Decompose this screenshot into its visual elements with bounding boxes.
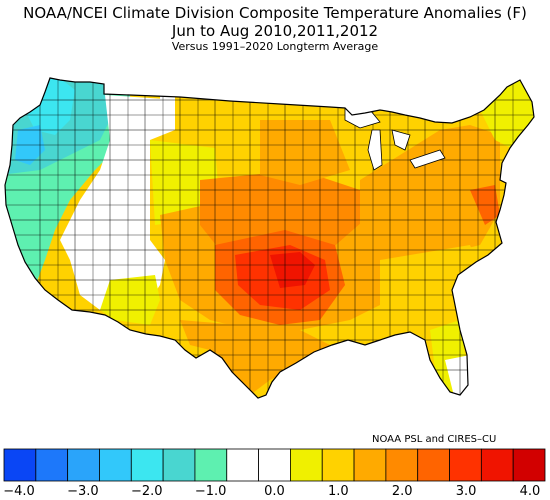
- map-subtitle-period: Jun to Aug 2010,2011,2012: [171, 22, 379, 40]
- colorbar-tick-label: 1.0: [328, 484, 349, 499]
- colorbar-tick-label: 4.0: [519, 484, 541, 499]
- map-title: NOAA/NCEI Climate Division Composite Tem…: [23, 4, 527, 22]
- colorbar-swatch: [67, 448, 100, 482]
- division-boundaries-fine: [5, 78, 534, 398]
- colorbar-swatch: [512, 448, 546, 482]
- colorbar-swatch: [417, 448, 450, 482]
- map-subtitle-baseline: Versus 1991–2020 Longterm Average: [171, 40, 379, 53]
- us-outline: [4, 77, 535, 399]
- colorbar-swatch: [130, 448, 164, 482]
- colorbar-tick-label: −3.0: [67, 484, 99, 499]
- credit-label: NOAA PSL and CIRES–CU: [372, 434, 497, 445]
- colorbar-tick-label: 0.0: [264, 484, 285, 499]
- region-hottest-core: [270, 252, 315, 288]
- colorbar-swatch: [99, 448, 132, 482]
- colorbar-swatch: [480, 448, 514, 482]
- colorbar-swatch: [290, 448, 323, 482]
- colorbar-swatch: [226, 448, 259, 482]
- colorbar-swatch: [321, 448, 355, 482]
- colorbar-swatch: [3, 448, 37, 482]
- colorbar-tick-label: −1.0: [194, 484, 227, 499]
- colorbar-tick-label: 2.0: [391, 484, 413, 499]
- colorbar-swatch: [449, 448, 482, 482]
- region-upper-midwest: [260, 120, 350, 185]
- us-anomaly-map: [4, 77, 535, 399]
- lake-erie: [409, 149, 446, 169]
- region-great-basin: [60, 95, 180, 310]
- colorbar-swatch: [353, 448, 387, 482]
- colorbar-swatch: [162, 448, 196, 482]
- colorbar-swatch: [258, 448, 291, 482]
- lake-huron: [391, 129, 411, 151]
- colorbar-swatch: [194, 448, 228, 482]
- colorbar-swatch: [385, 448, 419, 482]
- colorbar-tick-labels: −4.0 −3.0 −2.0 −1.0 0.0 1.0 2.0 3.0 4.0: [0, 484, 550, 500]
- colorbar-tick-label: 3.0: [455, 484, 477, 499]
- region-northern-plains: [175, 97, 270, 160]
- colorbar-tick-label: −2.0: [130, 484, 163, 499]
- region-northeast: [360, 125, 500, 270]
- lake-michigan: [367, 129, 383, 171]
- division-boundaries: [5, 78, 534, 398]
- region-southeast: [380, 245, 480, 335]
- region-texas: [180, 320, 330, 395]
- colorbar-swatch: [35, 448, 69, 482]
- colorbar: [3, 448, 546, 482]
- region-florida-south: [445, 355, 470, 398]
- colorbar-tick-label: −4.0: [3, 484, 35, 499]
